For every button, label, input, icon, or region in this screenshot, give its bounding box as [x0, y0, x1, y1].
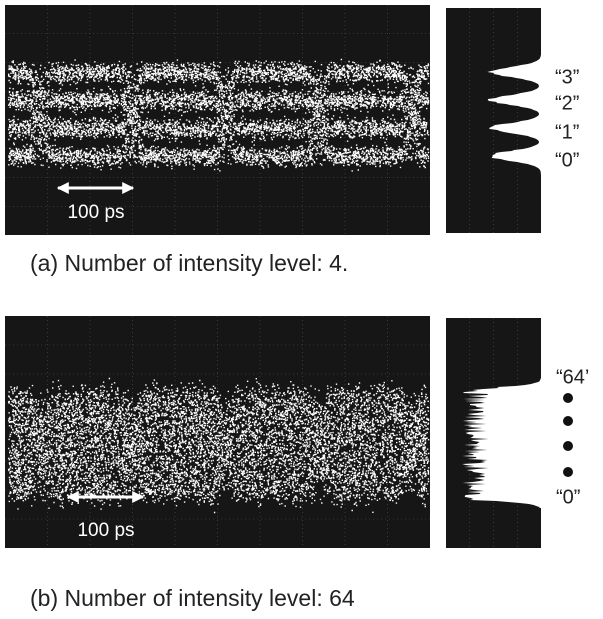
level-label: “0”: [556, 486, 580, 508]
figure: 100 ps “3” “2” “1” “0” (a) Number of int…: [0, 0, 603, 619]
scale-label: 100 ps: [67, 202, 124, 223]
page: 100 ps “3” “2” “1” “0” (a) Number of int…: [0, 0, 603, 619]
level-label: “64’: [556, 366, 589, 388]
ellipsis-dot: [563, 416, 573, 426]
level-label: “1”: [555, 121, 579, 143]
ellipsis-dot: [563, 467, 573, 477]
level-label: “3”: [555, 66, 579, 88]
panel-b: 100 ps “64’ “0” (b) Number of intensity …: [5, 316, 589, 611]
ellipsis-dot: [563, 393, 573, 403]
scale-label: 100 ps: [77, 520, 134, 541]
level-label: “0”: [555, 149, 579, 171]
caption: (a) Number of intensity level: 4.: [30, 250, 348, 276]
panel-a: 100 ps “3” “2” “1” “0” (a) Number of int…: [5, 5, 579, 276]
caption: (b) Number of intensity level: 64: [30, 585, 355, 611]
level-label: “2”: [555, 92, 579, 114]
ellipsis-dot: [563, 441, 573, 451]
